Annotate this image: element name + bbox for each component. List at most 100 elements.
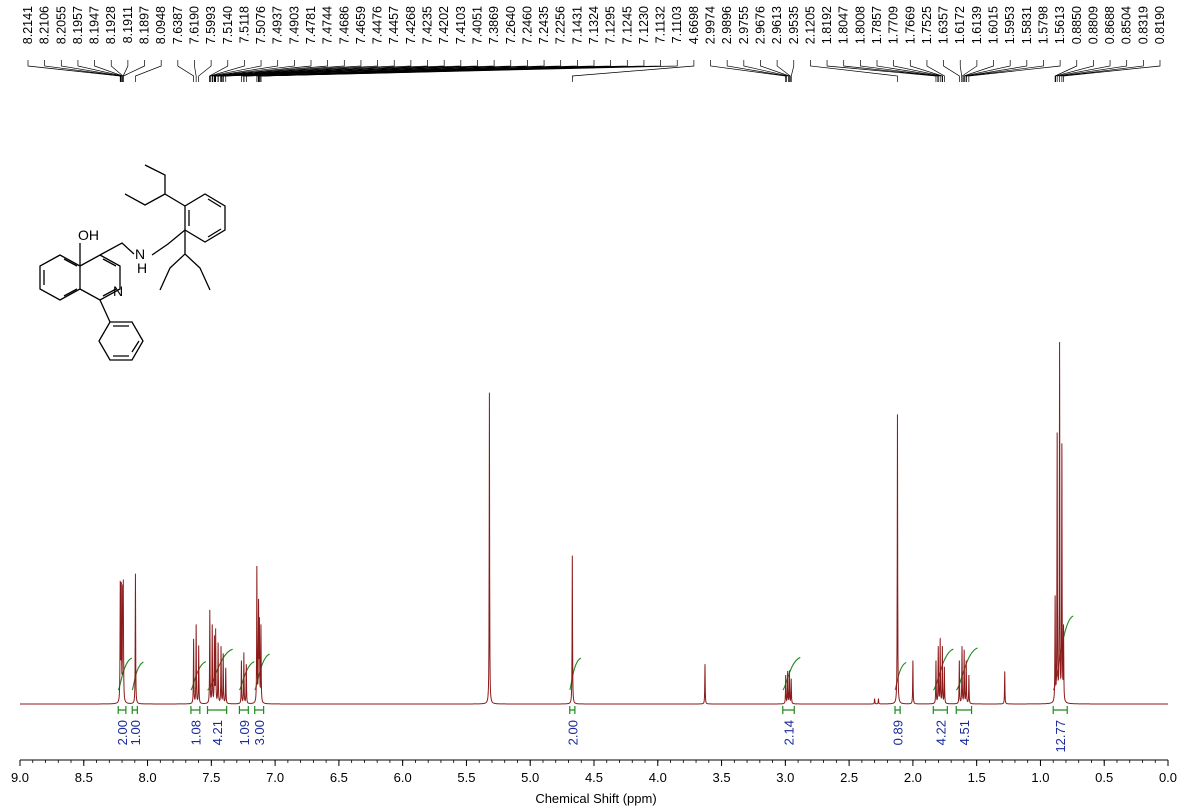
x-tick-label: 7.0 [266,770,284,785]
integral-value: 1.09 [237,720,252,745]
peak-leader-line [1056,60,1111,82]
peak-label: 7.2256 [554,6,568,44]
peak-label: 0.8688 [1103,6,1117,44]
peak-label: 8.2055 [54,6,68,44]
integral-value: 4.51 [957,720,972,745]
x-tick-label: 2.5 [840,770,858,785]
integral-value: 1.08 [188,720,203,745]
peak-leader-line [215,60,362,82]
integral-bracket [894,706,901,714]
peak-label: 7.4686 [337,6,351,44]
integral-bracket [254,706,265,714]
peak-label: 7.1230 [637,6,651,44]
peak-label: 7.1103 [670,6,684,43]
x-tick-label: 0.5 [1095,770,1113,785]
integral-curve [782,656,801,691]
peak-leader-line [943,60,960,82]
peak-label: 7.5076 [254,6,268,44]
ring-left [39,254,81,301]
peak-leader-line [60,60,122,82]
peak-leader-line [211,60,279,82]
peak-label: 7.4235 [421,6,435,44]
integral-bracket [117,706,127,714]
peak-label: 2.9676 [753,6,767,44]
x-tick-label: 0.0 [1159,770,1177,785]
integral-bracket [190,706,201,714]
peak-label: 7.4268 [404,6,418,44]
x-tick-label: 3.5 [713,770,731,785]
peak-label: 2.9613 [770,6,784,44]
peak-label: 1.5613 [1053,6,1067,44]
peak-label: 8.2106 [38,6,52,44]
integral-bracket [782,706,795,714]
phenyl-inner [113,325,140,357]
peak-leader-line [260,60,678,82]
peak-leader-line [209,60,245,82]
peak-label: 8.0948 [154,6,168,44]
x-tick-label: 2.0 [904,770,922,785]
ch2-bond [99,242,135,256]
peak-label: 7.1295 [604,6,618,44]
amine-h-label: H [137,260,147,276]
peak-leader-line [760,60,790,82]
molecule-structure [39,164,226,361]
peak-leader-line [1055,60,1094,82]
peak-leader-line [214,60,328,82]
peak-leader-line [926,60,945,82]
peak-label: 7.4744 [321,6,335,44]
peak-label: 7.4202 [437,6,451,44]
peak-label: 2.9896 [720,6,734,44]
x-tick-label: 1.5 [968,770,986,785]
x-tick-label: 4.5 [585,770,603,785]
oh-label: OH [78,227,99,243]
peak-label: 7.4476 [371,6,385,44]
peak-label: 7.5118 [237,6,251,43]
x-tick-label: 9.0 [11,770,29,785]
peak-label: 7.1431 [570,6,584,44]
peak-label: 0.8504 [1120,6,1134,44]
aryl-ring [184,193,226,243]
peak-leader-line [909,60,943,82]
peak-leader-line [710,60,787,82]
integral-bracket [131,706,138,714]
amine-n-label: N [135,246,145,262]
ring-right-inner [102,258,117,297]
peak-label: 2.9974 [704,6,718,44]
integral-value: 0.89 [891,720,906,745]
peak-leader-line [961,60,978,82]
peak-label: 4.6698 [687,6,701,44]
peak-leader-line [123,60,145,82]
peak-label: 8.1911 [121,6,135,43]
peak-label: 7.2460 [520,6,534,44]
integral-bracket [569,706,576,714]
peak-label: 2.9755 [737,6,751,44]
peak-label: 7.5993 [204,6,218,44]
peak-leader-line [212,60,295,82]
peak-leader-line [963,60,994,82]
aryl-inner [188,198,222,238]
peak-leader-line [1061,60,1144,82]
peak-label: 7.4051 [470,6,484,44]
peak-leader-line [225,60,495,82]
peak-leader-line [776,60,791,82]
x-tick-label: 8.0 [139,770,157,785]
peak-leader-line [44,60,122,82]
peak-leader-line [135,60,162,82]
peak-label: 7.1245 [620,6,634,44]
peak-leader-line [217,60,395,82]
peak-leader-line [220,60,412,82]
peak-label: 1.5831 [1020,6,1034,44]
peak-leader-line [571,60,695,82]
integral-curve [131,661,144,691]
peak-label: 8.1957 [71,6,85,44]
peak-leader-line [223,60,478,82]
ring-left-inner [43,258,78,297]
peak-label: 0.8809 [1086,6,1100,44]
peak-label: 8.1897 [138,6,152,44]
peak-label: 0.8190 [1153,6,1167,44]
peak-label: 1.8047 [837,6,851,44]
x-tick-label: 7.5 [202,770,220,785]
peak-label: 7.6387 [171,6,185,44]
integral-value: 2.00 [115,720,130,745]
